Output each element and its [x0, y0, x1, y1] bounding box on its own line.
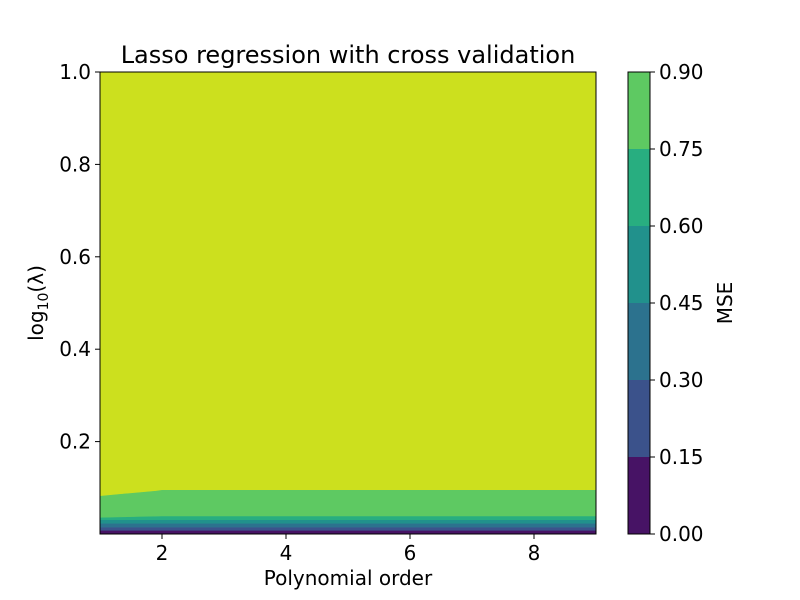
contour-band-1	[99, 526, 597, 531]
y-axis-label: log10(λ)	[24, 265, 52, 341]
colorbar-segment	[628, 380, 650, 457]
contour-band-2	[99, 523, 597, 528]
contour-band-6	[99, 71, 597, 496]
y-axis-label-base: log	[24, 310, 48, 341]
y-axis: 0.2 0.4 0.6 0.8 1.0	[59, 60, 100, 454]
contour-regions	[99, 71, 597, 535]
x-tick-label: 2	[156, 541, 169, 565]
colorbar	[628, 72, 650, 534]
colorbar-tick-label: 0.45	[659, 291, 704, 315]
plot-frame	[99, 71, 597, 535]
y-tick-label: 0.2	[59, 430, 91, 454]
colorbar-segment	[628, 303, 650, 380]
colorbar-tick-label: 0.90	[659, 60, 704, 84]
x-tick-label: 6	[404, 541, 417, 565]
colorbar-segment	[628, 226, 650, 303]
x-axis: 2 4 6 8	[156, 534, 541, 565]
y-tick-label: 0.8	[59, 152, 91, 176]
chart-title: Lasso regression with cross validation	[121, 41, 576, 69]
x-axis-label: Polynomial order	[264, 566, 433, 590]
contour-band-5	[99, 489, 597, 518]
colorbar-tick-label: 0.30	[659, 368, 704, 392]
colorbar-tick-label: 0.60	[659, 214, 704, 238]
colorbar-segment	[628, 72, 650, 149]
y-axis-label-subscript: 10	[36, 293, 52, 311]
y-tick-label: 1.0	[59, 60, 91, 84]
contour-band-0	[99, 530, 597, 535]
y-axis-label-arg: (λ)	[24, 265, 48, 292]
y-tick-label: 0.6	[59, 245, 91, 269]
colorbar-segment	[628, 149, 650, 226]
y-tick-label: 0.4	[59, 337, 91, 361]
colorbar-tick-label: 0.00	[659, 522, 704, 546]
colorbar-label: MSE	[713, 282, 737, 325]
colorbar-segment	[628, 457, 650, 534]
colorbar-ticks: 0.00 0.15 0.30 0.45 0.60 0.75 0.90	[650, 60, 704, 546]
colorbar-tick-label: 0.75	[659, 137, 704, 161]
contour-band-4	[99, 515, 597, 520]
colorbar-tick-label: 0.15	[659, 445, 704, 469]
x-tick-label: 4	[280, 541, 293, 565]
x-tick-label: 8	[528, 541, 541, 565]
contour-band-3	[99, 519, 597, 524]
